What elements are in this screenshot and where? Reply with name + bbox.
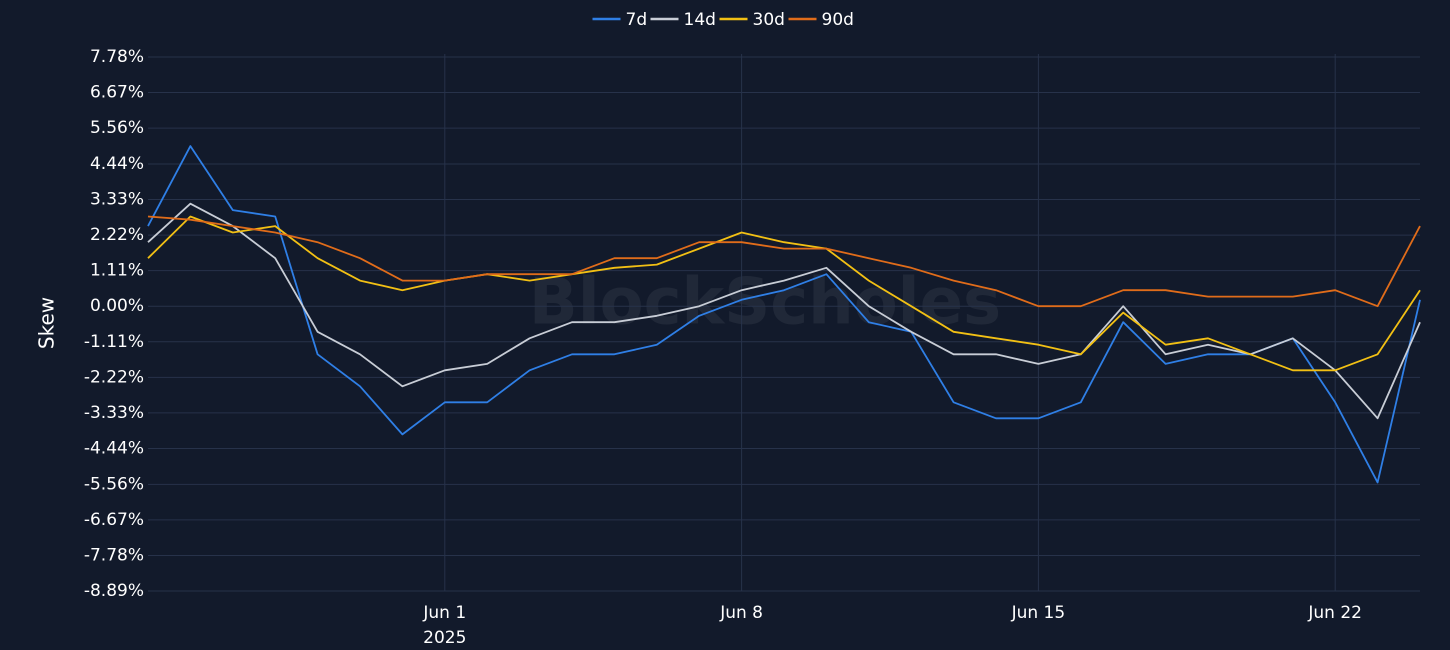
y-tick-label: 6.67%: [90, 83, 144, 103]
y-tick-label: -7.78%: [84, 545, 144, 565]
y-tick-label: 7.78%: [90, 47, 144, 67]
y-tick-label: -5.56%: [84, 474, 144, 494]
y-tick-label: 3.33%: [90, 190, 144, 210]
series-line: [147, 215, 1421, 372]
legend-label: 14d: [684, 10, 716, 30]
series-line: [147, 215, 1421, 308]
series-line: [147, 202, 1421, 420]
y-tick-label: 2.22%: [90, 225, 144, 245]
x-tick-label: Jun 1: [422, 603, 466, 623]
legend-item[interactable]: 90d: [788, 10, 854, 30]
legend-item[interactable]: 14d: [650, 10, 716, 30]
grid: [148, 54, 1420, 592]
y-tick-label: 1.11%: [90, 261, 144, 281]
y-tick-label: -2.22%: [84, 367, 144, 387]
y-tick-label: -4.44%: [84, 438, 144, 458]
x-tick-label: Jun 22: [1307, 603, 1362, 623]
y-tick-label: 5.56%: [90, 118, 144, 138]
y-tick-label: -3.33%: [84, 403, 144, 423]
series-line: [147, 145, 1421, 484]
legend-item[interactable]: 30d: [719, 10, 785, 30]
y-tick-label: 4.44%: [90, 154, 144, 174]
legend-label: 90d: [822, 10, 854, 30]
y-tick-label: -8.89%: [84, 581, 144, 601]
y-tick-label: -6.67%: [84, 510, 144, 530]
x-tick-label: Jun 8: [719, 603, 763, 623]
x-tick-label: Jun 15: [1011, 603, 1066, 623]
x-tick-sublabel: 2025: [423, 628, 466, 648]
legend-label: 7d: [626, 10, 648, 30]
legend-label: 30d: [753, 10, 785, 30]
watermark: BlockScholes: [529, 266, 1001, 340]
legend-item[interactable]: 7d: [592, 10, 648, 30]
y-axis-title: Skew: [35, 297, 59, 349]
y-tick-label: 0.00%: [90, 296, 144, 316]
y-tick-label: -1.11%: [84, 332, 144, 352]
